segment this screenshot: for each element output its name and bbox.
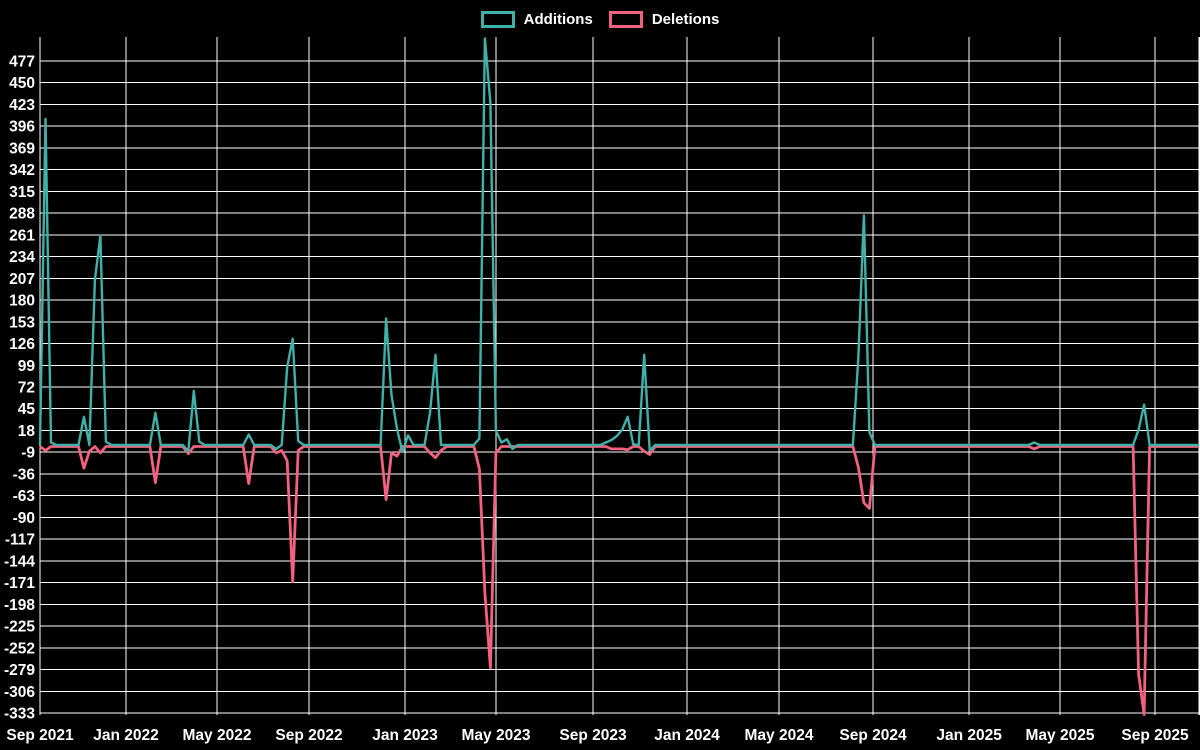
y-tick-label: -171: [4, 575, 35, 592]
x-tick-label: May 2024: [745, 727, 814, 744]
x-tick-label: Sep 2023: [559, 727, 627, 744]
y-tick-label: -252: [4, 640, 35, 657]
y-tick-label: 99: [18, 358, 36, 375]
y-tick-label: -333: [4, 706, 35, 723]
y-tick-label: 261: [9, 227, 35, 244]
y-tick-label: -90: [13, 510, 35, 527]
chart-legend: Additions Deletions: [0, 8, 1200, 30]
deletions-line: [39, 445, 1199, 716]
y-tick-label: -198: [4, 597, 35, 614]
y-tick-label: 396: [9, 119, 35, 136]
x-tick-label: May 2022: [183, 727, 252, 744]
additions-line: [38, 37, 1199, 454]
y-tick-label: -36: [13, 466, 36, 483]
x-tick-label: May 2025: [1026, 727, 1095, 744]
y-tick-label: 477: [9, 54, 35, 71]
deletions-swatch-icon: [608, 10, 643, 28]
y-tick-label: 342: [9, 162, 35, 179]
y-tick-label: -225: [4, 619, 35, 636]
y-tick-label: 369: [9, 140, 35, 157]
y-tick-label: 180: [9, 293, 35, 310]
x-tick-label: Jan 2024: [654, 727, 720, 744]
x-tick-label: Jan 2025: [936, 727, 1002, 744]
x-tick-label: Sep 2021: [6, 727, 74, 744]
additions-swatch-icon: [480, 10, 515, 28]
x-tick-label: May 2023: [462, 727, 531, 744]
y-tick-label: 126: [9, 336, 35, 353]
y-tick-label: 153: [9, 314, 35, 331]
x-tick-label: Sep 2022: [275, 727, 342, 744]
legend-additions-label: Additions: [523, 10, 593, 28]
legend-item-additions[interactable]: Additions: [480, 10, 593, 28]
y-tick-label: -279: [4, 662, 35, 679]
y-tick-label: 288: [9, 206, 35, 223]
y-tick-label: -9: [21, 445, 35, 462]
y-tick-label: 72: [18, 380, 35, 397]
x-tick-label: Sep 2025: [1121, 727, 1189, 744]
y-tick-label: 18: [18, 423, 36, 440]
y-tick-label: -117: [5, 532, 35, 549]
y-tick-label: 450: [9, 75, 35, 92]
y-tick-label: 234: [9, 249, 35, 266]
x-tick-label: Sep 2024: [839, 727, 907, 744]
y-tick-label: -63: [13, 488, 36, 505]
y-tick-label: 45: [18, 401, 36, 418]
legend-deletions-label: Deletions: [651, 10, 720, 28]
y-tick-label: -144: [4, 553, 35, 570]
y-tick-label: 207: [9, 271, 35, 288]
y-tick-label: 423: [9, 97, 35, 114]
x-tick-label: Jan 2023: [372, 727, 438, 744]
y-tick-label: -306: [4, 684, 35, 701]
x-tick-label: Jan 2022: [93, 727, 159, 744]
y-tick-label: 315: [9, 184, 35, 201]
legend-item-deletions[interactable]: Deletions: [608, 10, 720, 28]
